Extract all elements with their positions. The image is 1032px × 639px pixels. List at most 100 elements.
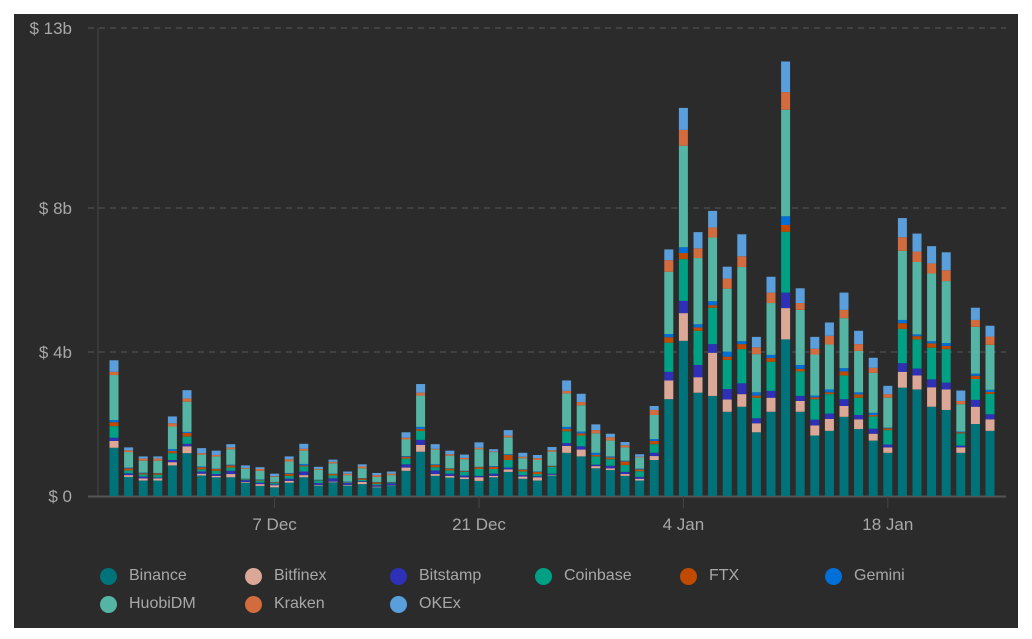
- legend-item-binance[interactable]: Binance: [100, 566, 187, 586]
- bar-segment-binance: [211, 477, 221, 496]
- bar-segment-kraken: [226, 447, 236, 450]
- bar-segment-coinbase: [562, 431, 572, 444]
- x-tick-label: 21 Dec: [452, 515, 506, 534]
- bar-segment-bitstamp: [182, 443, 192, 447]
- bar-segment-kraken: [138, 458, 148, 461]
- legend-item-coinbase[interactable]: Coinbase: [535, 566, 632, 586]
- bar-segment-ftx: [284, 473, 294, 476]
- bar-segment-okex: [503, 430, 513, 436]
- bar-segment-ftx: [766, 358, 776, 362]
- bar-segment-bitfinex: [299, 475, 309, 478]
- bar-segment-coinbase: [605, 459, 615, 466]
- bar-segment-ftx: [255, 479, 265, 481]
- bar-segment-coinbase: [138, 474, 148, 477]
- bar-segment-huobidm: [970, 326, 980, 374]
- bar-segment-bitstamp: [810, 419, 820, 426]
- legend-item-gemini[interactable]: Gemini: [825, 566, 905, 586]
- bar-segment-bitfinex: [781, 308, 791, 340]
- bar-segment-okex: [708, 210, 718, 228]
- bar-segment-binance: [386, 485, 396, 496]
- legend-item-huobidm[interactable]: HuobiDM: [100, 594, 196, 614]
- bar-segment-gemini: [416, 426, 426, 430]
- bar-segment-bitfinex: [430, 474, 440, 476]
- bar-segment-huobidm: [313, 469, 323, 480]
- bar-segment-bitfinex: [635, 478, 645, 481]
- bar-stack: [313, 466, 323, 496]
- bar-segment-ftx: [153, 473, 163, 475]
- bar-segment-binance: [197, 475, 207, 496]
- bar-segment-bitstamp: [386, 483, 396, 486]
- bar-segment-bitfinex: [226, 474, 236, 478]
- bar-segment-kraken: [810, 348, 820, 355]
- bar-segment-bitstamp: [985, 414, 995, 420]
- bar-segment-bitstamp: [854, 415, 864, 420]
- bar-segment-coinbase: [781, 231, 791, 293]
- bar-stack: [211, 450, 221, 496]
- bar-segment-coinbase: [489, 469, 499, 474]
- bar-segment-kraken: [372, 475, 382, 477]
- legend-label: FTX: [709, 567, 740, 584]
- bar-segment-kraken: [766, 292, 776, 304]
- bar-segment-huobidm: [343, 475, 353, 482]
- bar-segment-ftx: [956, 432, 966, 434]
- bar-segment-binance: [824, 430, 834, 496]
- bar-segment-okex: [416, 384, 426, 393]
- bar-segment-kraken: [751, 347, 761, 355]
- bar-segment-coinbase: [839, 375, 849, 400]
- bar-segment-bitfinex: [547, 474, 557, 476]
- bar-segment-kraken: [197, 453, 207, 455]
- bar-stack: [927, 246, 937, 496]
- bar-segment-coinbase: [591, 456, 601, 465]
- bar-segment-coinbase: [197, 469, 207, 472]
- bar-segment-bitstamp: [912, 368, 922, 376]
- bar-segment-kraken: [635, 456, 645, 458]
- bar-segment-coinbase: [868, 416, 878, 429]
- bar-segment-bitfinex: [649, 456, 659, 460]
- bar-stack: [970, 307, 980, 496]
- bar-segment-kraken: [167, 423, 177, 427]
- bar-stack: [255, 467, 265, 496]
- bar-segment-coinbase: [167, 453, 177, 460]
- bar-segment-okex: [284, 456, 294, 460]
- bar-segment-okex: [182, 390, 192, 399]
- bar-segment-okex: [299, 443, 309, 449]
- bar-stack: [562, 380, 572, 496]
- bar-segment-ftx: [547, 466, 557, 467]
- legend-swatch-icon: [535, 567, 552, 585]
- bar-segment-coinbase: [299, 466, 309, 472]
- bar-segment-bitstamp: [503, 467, 513, 470]
- bar-segment-binance: [722, 411, 732, 496]
- legend-item-bitfinex[interactable]: Bitfinex: [245, 566, 326, 586]
- bar-segment-binance: [240, 482, 250, 496]
- bar-segment-bitstamp: [620, 471, 630, 475]
- bar-segment-binance: [284, 482, 294, 496]
- bar-stack: [503, 430, 513, 496]
- bar-segment-binance: [430, 475, 440, 496]
- bar-segment-coinbase: [124, 470, 134, 474]
- bar-segment-okex: [270, 473, 280, 477]
- y-tick-label: $ 0: [48, 487, 72, 506]
- bar-segment-coinbase: [985, 393, 995, 415]
- bar-segment-bitfinex: [153, 478, 163, 481]
- bar-segment-coinbase: [708, 307, 718, 345]
- bar-segment-kraken: [927, 263, 937, 274]
- bar-segment-gemini: [635, 468, 645, 470]
- bar-segment-huobidm: [912, 262, 922, 335]
- legend-item-okex[interactable]: OKEx: [390, 594, 461, 614]
- bar-segment-binance: [474, 480, 484, 496]
- legend-item-bitstamp[interactable]: Bitstamp: [390, 566, 481, 586]
- bar-segment-kraken: [270, 476, 280, 477]
- bar-segment-binance: [372, 487, 382, 496]
- bar-segment-bitfinex: [401, 467, 411, 471]
- legend-item-kraken[interactable]: Kraken: [245, 594, 325, 614]
- bar-segment-okex: [605, 433, 615, 438]
- bar-segment-bitstamp: [138, 476, 148, 479]
- bar-segment-gemini: [912, 334, 922, 337]
- bar-segment-bitstamp: [605, 465, 615, 469]
- legend-item-ftx[interactable]: FTX: [680, 566, 739, 586]
- bar-segment-kraken: [503, 435, 513, 438]
- bar-stack: [474, 442, 484, 496]
- bar-segment-gemini: [401, 456, 411, 457]
- bar-stack: [299, 443, 309, 496]
- bar-segment-bitstamp: [664, 371, 674, 381]
